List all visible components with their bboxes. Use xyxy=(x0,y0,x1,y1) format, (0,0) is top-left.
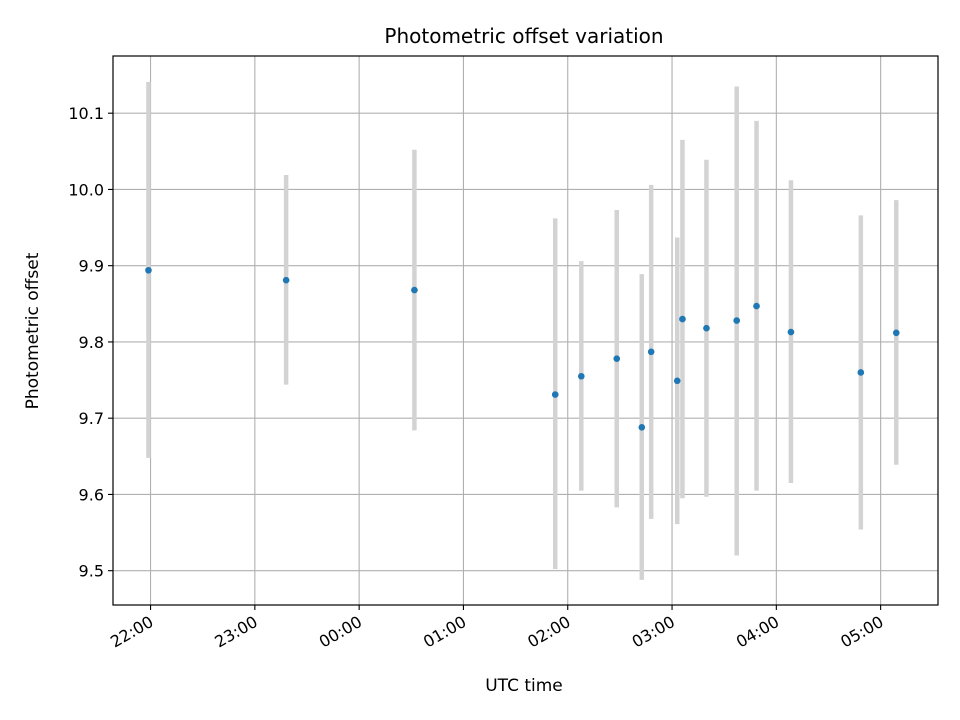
data-point xyxy=(787,328,795,336)
plot-frame xyxy=(112,55,939,606)
y-tick-label: 9.7 xyxy=(79,409,104,428)
y-tick-label: 10.1 xyxy=(68,104,104,123)
data-point xyxy=(647,348,655,356)
grid-lines xyxy=(113,56,938,605)
data-point xyxy=(753,302,760,310)
data-point xyxy=(282,276,290,284)
data-points xyxy=(145,266,900,431)
data-point xyxy=(577,372,585,380)
y-tick-label: 9.9 xyxy=(79,257,104,276)
data-point xyxy=(411,286,418,294)
y-axis-label: Photometric offset xyxy=(23,252,43,409)
data-point xyxy=(551,391,559,398)
data-point xyxy=(679,315,686,323)
data-point xyxy=(638,424,646,431)
data-point xyxy=(613,355,621,363)
data-point xyxy=(145,266,152,274)
y-tick-label: 9.5 xyxy=(79,562,104,581)
x-axis-label: UTC time xyxy=(485,676,563,696)
y-tick-label: 9.8 xyxy=(79,333,104,352)
data-point xyxy=(857,369,865,376)
data-point xyxy=(892,329,900,337)
data-point xyxy=(733,317,741,324)
y-tick-label: 10.0 xyxy=(68,180,104,199)
data-point xyxy=(673,377,681,385)
y-tick-label: 9.6 xyxy=(79,485,104,504)
y-axis-ticks: 9.5 9.6 9.7 9.8 9.9 10.0 10.1 xyxy=(68,104,113,581)
data-point xyxy=(703,324,710,332)
chart-title: Photometric offset variation xyxy=(384,24,663,48)
